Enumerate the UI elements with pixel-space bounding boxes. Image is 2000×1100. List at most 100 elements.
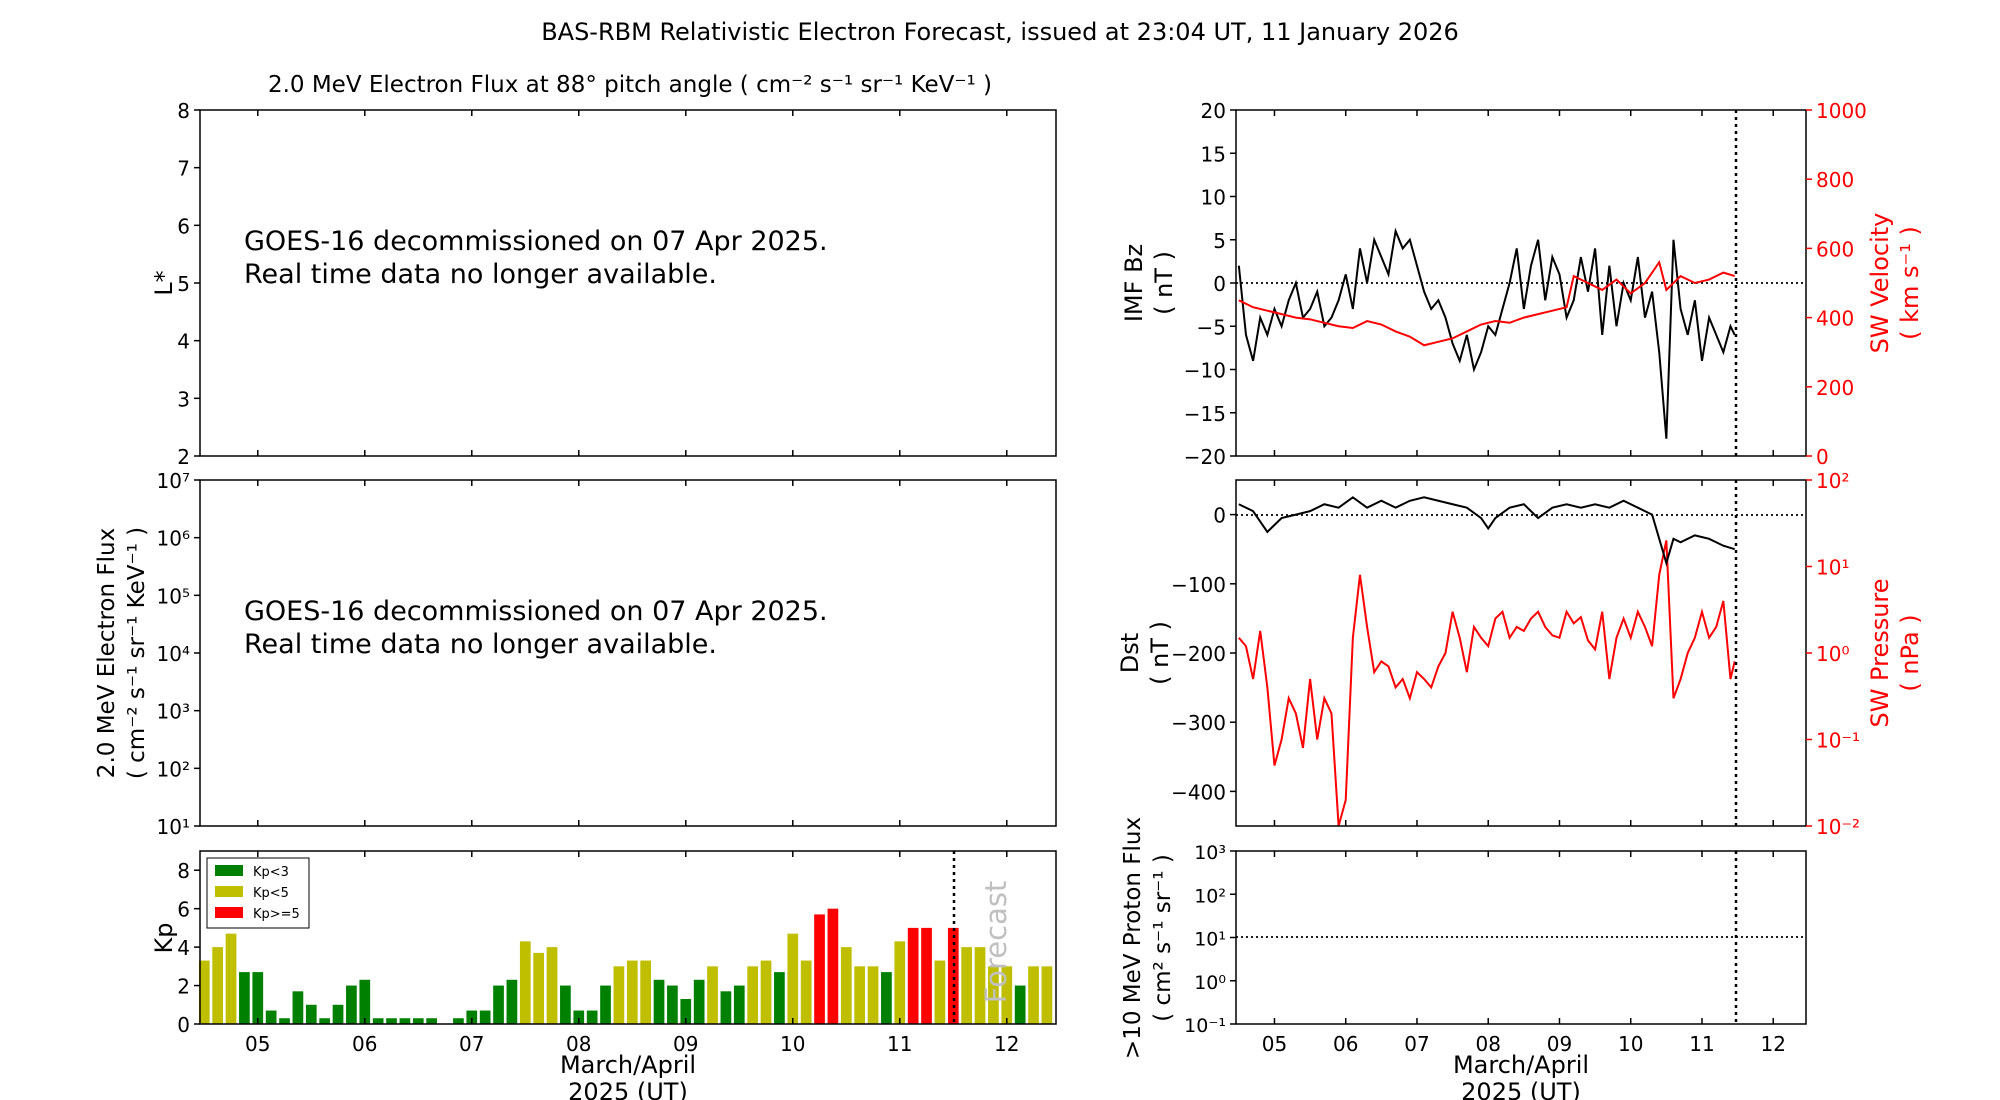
kp-bar [319, 1018, 331, 1024]
imf-left-y-ticks: −20 −15 −10 −5 0 5 10 15 20 [1184, 99, 1236, 469]
kp-bar [212, 947, 224, 1024]
imf-left-tick-label: −15 [1184, 402, 1226, 426]
kp-bar [386, 1018, 397, 1024]
kp-bar [827, 908, 839, 1024]
imf-right-label-line2: ( km s⁻¹ ) [1896, 226, 1924, 340]
dst-right-tick-label: 10⁰ [1816, 642, 1849, 666]
proton-x-tick-label: 08 [1475, 1032, 1500, 1056]
dst-left-y-ticks: −400 −300 −200 −100 0 [1171, 504, 1236, 804]
kp-bars [198, 908, 1053, 1024]
kp-bar [600, 985, 611, 1024]
kp-bar [225, 933, 237, 1024]
imf-panel: −20 −15 −10 −5 0 5 10 15 20 0 200 400 600 800 1000 IM… [1120, 99, 1924, 469]
flux-y-tick-label: 10³ [157, 700, 190, 724]
kp-x-tick-label: 11 [887, 1032, 912, 1056]
kp-bar [787, 933, 799, 1024]
proton-y-label-line2: ( cm² s⁻¹ sr⁻¹ ) [1150, 854, 1176, 1022]
lstar-y-tick-label: 8 [177, 99, 190, 123]
proton-y-tick-label: 10² [1194, 885, 1226, 907]
proton-y-ticks: 10⁻¹ 10⁰ 10¹ 10² 10³ [1184, 842, 1236, 1037]
kp-bar [372, 1018, 384, 1024]
kp-x-tick-label: 10 [780, 1032, 805, 1056]
imf-left-tick-label: 5 [1213, 229, 1226, 253]
kp-bar [586, 1010, 598, 1024]
kp-bar [573, 1010, 585, 1024]
dst-right-y-ticks: 10⁻² 10⁻¹ 10⁰ 10¹ 10² [1806, 469, 1860, 839]
proton-x-tick-label: 07 [1404, 1032, 1429, 1056]
kp-bar [239, 972, 250, 1024]
kp-y-ticks: 0 2 4 6 8 [177, 859, 200, 1037]
dst-left-tick-label: −100 [1171, 573, 1226, 597]
imf-left-tick-label: −10 [1184, 359, 1226, 383]
dst-x-ticks [1273, 480, 1774, 826]
flux-y-tick-label: 10² [157, 757, 190, 781]
proton-y-tick-label: 10¹ [1194, 929, 1226, 951]
kp-bar [359, 979, 371, 1024]
imf-left-tick-label: 15 [1201, 142, 1226, 166]
kp-bar [1041, 966, 1053, 1024]
kp-x-ticks: 05 06 07 08 09 10 11 12 [245, 851, 1020, 1056]
dst-left-label-line1: Dst [1116, 633, 1144, 673]
kp-bar [560, 985, 571, 1024]
kp-bar [1001, 966, 1013, 1024]
lstar-x-ticks [257, 110, 1008, 456]
kp-bar [800, 960, 812, 1024]
flux-y-tick-label: 10⁵ [157, 584, 190, 608]
imf-right-tick-label: 800 [1816, 168, 1854, 192]
kp-bar [453, 1018, 464, 1024]
kp-bar [947, 927, 959, 1024]
kp-bar [720, 991, 732, 1024]
kp-bar [907, 927, 919, 1024]
kp-x-tick-label: 06 [352, 1032, 377, 1056]
kp-bar [640, 960, 652, 1024]
kp-bar [279, 1018, 290, 1024]
lstar-y-ticks: 2 3 4 5 6 7 8 [177, 99, 200, 469]
imf-left-tick-label: 0 [1213, 272, 1226, 296]
sw-pressure-line [1238, 540, 1736, 827]
flux-message-line2: Real time data no longer available. [244, 629, 717, 660]
imf-right-label-line1: SW Velocity [1866, 213, 1894, 354]
kp-x-tick-label: 05 [245, 1032, 270, 1056]
imf-left-label-line1: IMF Bz [1120, 244, 1148, 322]
kp-bar [1028, 966, 1039, 1024]
imf-bz-line [1237, 227, 1736, 439]
dst-right-tick-label: 10² [1816, 469, 1849, 493]
kp-bar [466, 1010, 478, 1024]
kp-y-tick-label: 0 [177, 1013, 190, 1037]
proton-y-tick-label: 10⁰ [1194, 972, 1226, 994]
kp-legend-swatch-high [215, 907, 243, 918]
flux-x-ticks [257, 480, 1008, 826]
kp-bar [921, 927, 932, 1024]
kp-bar [399, 1018, 411, 1024]
kp-bar [680, 999, 692, 1024]
kp-y-tick-label: 2 [177, 975, 190, 999]
imf-right-y-ticks: 0 200 400 600 800 1000 [1806, 99, 1867, 469]
dst-right-tick-label: 10⁻¹ [1816, 729, 1860, 753]
kp-bar [974, 947, 986, 1024]
kp-legend-label-mid: Kp<5 [253, 886, 289, 901]
kp-x-tick-label: 12 [994, 1032, 1019, 1056]
proton-y-label-line1: >10 MeV Proton Flux [1120, 817, 1146, 1059]
kp-bar [934, 960, 946, 1024]
lstar-panel-title: 2.0 MeV Electron Flux at 88° pitch angle… [268, 72, 992, 98]
figure-title: BAS-RBM Relativistic Electron Forecast, … [541, 18, 1459, 46]
kp-legend-label-low: Kp<3 [253, 865, 289, 880]
kp-bar [479, 1010, 491, 1024]
imf-left-tick-label: 20 [1201, 99, 1226, 123]
imf-left-label-line2: ( nT ) [1150, 251, 1178, 315]
kp-bar [533, 952, 545, 1024]
kp-bar [667, 985, 678, 1024]
kp-legend: Kp<3 Kp<5 Kp>=5 [206, 857, 310, 929]
kp-bar [519, 941, 531, 1024]
flux-y-tick-label: 10¹ [157, 815, 190, 839]
dst-line [1238, 496, 1736, 567]
lstar-y-tick-label: 4 [177, 330, 190, 354]
kp-bar [252, 972, 264, 1024]
kp-bar [988, 966, 999, 1024]
proton-x-tick-label: 05 [1262, 1032, 1287, 1056]
left-x-label-line2: 2025 (UT) [568, 1078, 688, 1100]
dst-right-label-line2: ( nPa ) [1896, 614, 1924, 691]
proton-x-tick-label: 06 [1333, 1032, 1358, 1056]
lstar-message-line2: Real time data no longer available. [244, 259, 717, 290]
